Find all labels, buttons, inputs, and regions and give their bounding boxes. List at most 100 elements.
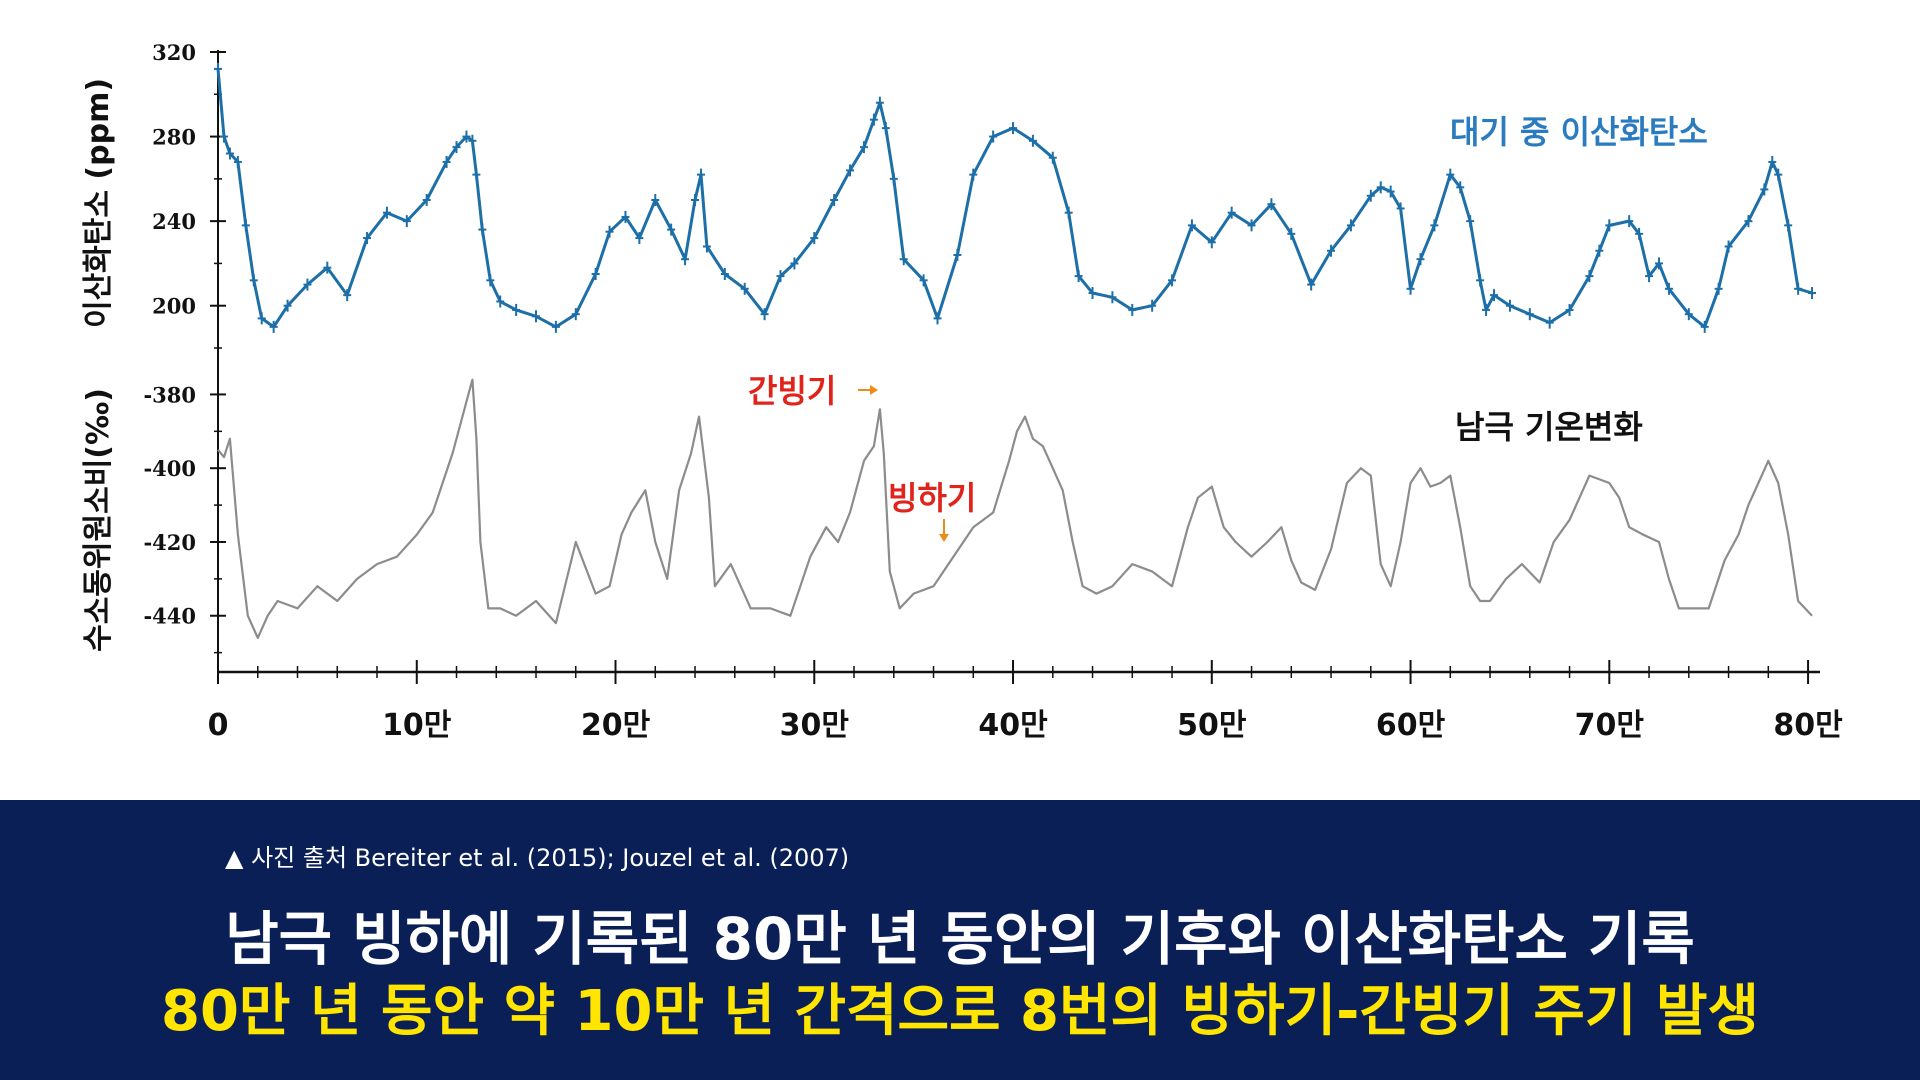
co2-point — [696, 168, 705, 181]
co2-tick-label: 240 — [152, 209, 196, 234]
co2-series-label: 대기 중 이산화탄소 — [1450, 113, 1708, 151]
co2-point — [1207, 236, 1216, 249]
co2-point — [1714, 282, 1723, 295]
co2-point — [875, 96, 884, 109]
co2-point — [1774, 168, 1783, 181]
co2-point — [571, 308, 580, 321]
co2-point — [919, 274, 928, 287]
co2-point — [1684, 308, 1693, 321]
temp-tick-label: -420 — [143, 530, 196, 555]
x-ticks: 0 10만 20만 30만 40만 50만 60만 70만 80만 — [208, 660, 1843, 743]
temp-ticks: -380 -400 -420 -440 — [143, 382, 226, 654]
caption-subtitle: 80만 년 동안 약 10만 년 간격으로 8번의 빙하기-간빙기 주기 발생 — [161, 979, 1759, 1044]
x-tick-label: 50만 — [1177, 708, 1247, 743]
co2-point — [214, 62, 222, 75]
co2-point — [1700, 320, 1709, 333]
co2-point — [472, 168, 481, 181]
co2-point — [1168, 274, 1177, 287]
co2-point — [1128, 303, 1137, 316]
co2-point — [1525, 308, 1534, 321]
co2-point — [651, 194, 660, 206]
co2-point — [933, 312, 942, 325]
co2-point — [1346, 219, 1355, 232]
co2-point — [363, 232, 372, 245]
co2-point — [486, 274, 495, 287]
co2-point — [422, 194, 431, 206]
co2-point — [1376, 181, 1385, 194]
co2-point — [1784, 219, 1793, 232]
co2-point — [1768, 155, 1777, 168]
co2-point — [1744, 215, 1753, 228]
co2-point — [496, 295, 505, 308]
temperature-series — [217, 378, 1813, 639]
co2-point — [462, 130, 471, 143]
co2-point — [532, 310, 541, 323]
co2-point — [621, 210, 630, 223]
co2-point — [989, 130, 998, 143]
co2-point — [859, 141, 868, 154]
co2-point — [635, 232, 644, 245]
co2-point — [1446, 168, 1455, 181]
temp-axis-title: 수소동위원소비(‰) — [81, 388, 116, 652]
co2-point — [241, 219, 250, 232]
temp-tick-label: -380 — [143, 382, 196, 407]
temp-tick-label: -400 — [143, 456, 196, 481]
co2-point — [1456, 181, 1465, 194]
x-tick-label: 20만 — [581, 708, 651, 743]
co2-point — [1108, 291, 1117, 304]
co2-point — [1724, 240, 1733, 253]
co2-point — [1625, 215, 1634, 228]
co2-point — [225, 147, 234, 160]
co2-point — [1227, 206, 1236, 219]
co2-point — [303, 278, 312, 291]
co2-point — [343, 289, 352, 302]
co2-point — [881, 122, 890, 135]
co2-point — [452, 141, 461, 154]
co2-tick-label: 320 — [152, 40, 196, 65]
co2-point — [1064, 206, 1073, 219]
co2-point — [1366, 189, 1375, 202]
co2-point — [1505, 299, 1514, 312]
photo-source-credit: ▲ 사진 출처 Bereiter et al. (2015); Jouzel e… — [225, 844, 850, 872]
x-tick-label: 70만 — [1575, 708, 1645, 743]
co2-point — [790, 257, 799, 270]
interglacial-arrow — [858, 385, 878, 395]
co2-point — [691, 194, 700, 206]
x-tick-label: 40만 — [978, 708, 1048, 743]
co2-point — [1048, 151, 1057, 164]
co2-point — [702, 240, 711, 253]
co2-point — [720, 268, 729, 280]
co2-point — [323, 261, 332, 274]
co2-point — [1247, 219, 1256, 232]
co2-point — [442, 155, 451, 168]
co2-point — [969, 168, 978, 181]
co2-point — [1088, 287, 1097, 300]
co2-point — [1287, 227, 1296, 240]
co2-point — [1267, 198, 1276, 211]
co2-point — [760, 308, 769, 321]
co2-point — [1466, 215, 1475, 228]
co2-point — [219, 130, 228, 143]
co2-point — [740, 282, 749, 295]
co2-point — [1585, 270, 1594, 283]
co2-point — [591, 268, 600, 280]
co2-point — [1307, 278, 1316, 291]
co2-axis-title: 이산화탄소 (ppm) — [81, 78, 116, 328]
caption-title: 남극 빙하에 기록된 80만 년 동안의 기후와 이산화탄소 기록 — [225, 905, 1695, 973]
co2-point — [1605, 219, 1614, 232]
interglacial-annotation: 간빙기 — [748, 372, 836, 410]
co2-point — [1187, 219, 1196, 232]
co2-point — [899, 253, 908, 266]
chart-svg: 이산화탄소 (ppm) 수소동위원소비(‰) 0 10만 20만 30만 40만 50만 6… — [81, 40, 1843, 743]
co2-point — [1430, 219, 1439, 232]
co2-point — [512, 303, 521, 316]
co2-point — [233, 155, 242, 168]
glacial-annotation: 빙하기 — [888, 479, 976, 517]
co2-point — [1794, 282, 1803, 295]
temp-tick-label: -440 — [143, 604, 196, 629]
co2-point — [776, 270, 785, 283]
co2-point — [1595, 244, 1604, 257]
glacial-arrow — [939, 519, 949, 542]
co2-point — [1396, 202, 1405, 215]
co2-point — [1808, 287, 1817, 300]
